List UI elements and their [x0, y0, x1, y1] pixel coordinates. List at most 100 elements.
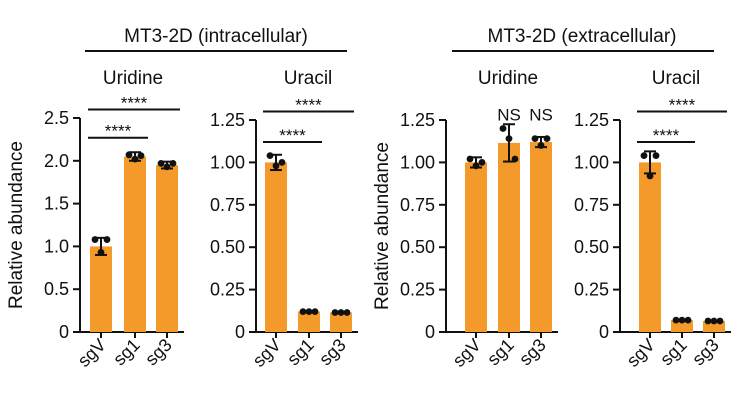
y-tick-label: 0.50: [574, 237, 609, 257]
data-point: [137, 152, 145, 160]
y-tick-label: 0.75: [574, 195, 609, 215]
y-tick-label: 0.75: [210, 195, 245, 215]
x-tick-label: sg1: [283, 335, 318, 370]
y-tick-label: 1.25: [210, 110, 245, 130]
x-tick-label: sg1: [656, 335, 691, 370]
x-tick-label: sg1: [109, 335, 144, 370]
y-tick-label: 1.5: [44, 194, 69, 214]
data-point: [331, 309, 339, 316]
data-point: [499, 125, 507, 132]
panel-title: Uracil: [284, 68, 333, 89]
bar-sg1: [124, 156, 146, 332]
y-tick-label: 1.25: [574, 110, 609, 130]
data-point: [278, 159, 286, 166]
y-tick-label: 0.50: [210, 237, 245, 257]
y-tick-label: 0.50: [400, 237, 435, 257]
data-point: [543, 135, 551, 143]
panel-title: Uracil: [652, 68, 701, 89]
chart-panel-3: Uridine 0 0.25 0.50 0.75 1.00 1.25 Relative abu…: [372, 68, 558, 371]
data-point: [472, 162, 480, 170]
panel-title: Uridine: [103, 68, 163, 89]
bar-sg1: [498, 142, 520, 332]
data-point: [272, 162, 280, 170]
data-point: [646, 172, 654, 180]
y-tick-label: 0: [425, 322, 435, 342]
bar-sg3: [530, 142, 552, 332]
y-tick-label: 2.0: [44, 151, 69, 171]
y-tick-label: 0: [235, 322, 245, 342]
x-tick-label: sg3: [315, 335, 350, 370]
data-point: [266, 152, 274, 160]
y-tick-label: 1.0: [44, 236, 69, 256]
data-point: [505, 135, 513, 143]
y-tick-label: 0.25: [210, 280, 245, 300]
x-tick-label: sgV: [249, 335, 285, 371]
data-point: [311, 308, 319, 316]
significance-label: ****: [279, 126, 306, 145]
x-tick-label: sg3: [688, 335, 723, 370]
panel-title: Uridine: [478, 68, 538, 89]
significance-label: NS: [529, 106, 553, 125]
y-tick-label: 0: [59, 322, 69, 342]
bar-sg3: [156, 165, 178, 332]
y-tick-label: 1.00: [574, 152, 609, 172]
data-point: [652, 152, 660, 160]
group-title: MT3-2D (extracellular): [488, 26, 677, 47]
bar-sg1: [298, 311, 320, 332]
bar-sgV: [265, 162, 287, 332]
data-point: [343, 309, 351, 316]
data-point: [466, 155, 474, 163]
x-tick-label: sg1: [483, 335, 518, 370]
x-tick-label: sgV: [449, 335, 485, 371]
significance-label: ****: [121, 93, 148, 112]
chart-panel-1: Uridine 0 0.5 1.0 1.5 2.0 2.5 Relative abundanc…: [6, 68, 184, 371]
data-point: [716, 317, 724, 325]
bar-sg3: [330, 312, 352, 332]
x-tick-label: sgV: [74, 335, 110, 371]
bar-sg1: [671, 320, 693, 332]
data-point: [97, 248, 105, 256]
y-tick-label: 1.00: [210, 152, 245, 172]
y-axis-label: Relative abundance: [372, 142, 393, 310]
data-point: [91, 236, 99, 243]
data-point: [531, 135, 539, 143]
data-point: [163, 163, 171, 171]
bar-sgV: [465, 162, 487, 332]
data-point: [511, 155, 519, 163]
y-tick-label: 0.5: [44, 279, 69, 299]
y-tick-label: 0.75: [400, 195, 435, 215]
data-point: [169, 159, 177, 167]
data-point: [305, 308, 313, 316]
data-point: [103, 236, 111, 243]
data-point: [299, 308, 307, 316]
data-point: [640, 152, 648, 160]
x-tick-label: sg3: [141, 335, 176, 370]
y-tick-label: 0.25: [574, 280, 609, 300]
data-point: [678, 316, 686, 324]
y-tick-label: 0.25: [400, 280, 435, 300]
bar-sgV: [90, 246, 112, 332]
significance-label: NS: [497, 106, 521, 125]
y-tick-label: 1.25: [400, 110, 435, 130]
data-point: [710, 317, 718, 325]
x-tick-label: sgV: [623, 335, 659, 371]
bar-sgV: [639, 162, 661, 332]
data-point: [125, 151, 133, 159]
y-tick-label: 2.5: [44, 108, 69, 128]
y-tick-label: 1.00: [400, 152, 435, 172]
significance-label: ****: [105, 122, 132, 141]
significance-label: ****: [295, 96, 322, 115]
data-point: [672, 316, 680, 324]
data-point: [704, 317, 712, 325]
data-point: [157, 159, 165, 167]
significance-label: ****: [653, 126, 680, 145]
group-title: MT3-2D (intracellular): [124, 26, 308, 47]
y-axis-label: Relative abundance: [6, 141, 27, 309]
data-point: [478, 159, 486, 166]
data-point: [684, 316, 692, 324]
data-point: [537, 142, 545, 149]
data-point: [337, 309, 345, 316]
